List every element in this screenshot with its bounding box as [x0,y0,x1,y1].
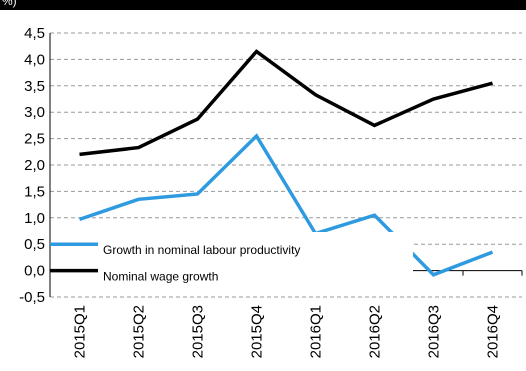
x-tick-label: 2016Q2 [367,305,384,358]
y-axis: 4,5 4,0 3,5 3,0 2,5 2,0 1,5 1,0 0,5 0,0 -0,5 [19,25,51,306]
legend-label-1: Growth in nominal labour productivity [103,243,300,257]
y-tick-label: 2,0 [24,157,45,174]
x-axis: 2015Q1 2015Q2 2015Q3 2015Q4 2016Q1 2016Q2 2016… [49,270,523,358]
y-tick-label: 2,5 [24,131,45,148]
y-tick-label: 3,0 [24,104,45,121]
legend-box [98,232,413,294]
series-lines [78,49,494,277]
top-banner: %) [0,0,526,10]
y-tick-label: 4,5 [24,25,45,42]
y-tick-label: 1,0 [24,210,45,227]
y-tick-label: 0,0 [24,263,45,280]
y-tick-label: 4,0 [24,51,45,68]
x-tick-label: 2016Q3 [426,305,443,358]
unit-fragment: %) [2,0,17,8]
y-tick-label: 1,5 [24,183,45,200]
x-tick-label: 2015Q2 [131,305,148,358]
x-tick-label: 2016Q4 [485,305,502,358]
series-line-2 [79,49,493,157]
x-tick-label: 2016Q1 [308,305,325,358]
x-tick-label: 2015Q3 [190,305,207,358]
y-tick-label: 0,5 [24,236,45,253]
x-tick-label: 2015Q4 [249,305,266,358]
legend-label-2: Nominal wage growth [103,270,218,284]
x-tick-label: 2015Q1 [72,305,89,358]
y-tick-label: 3,5 [24,78,45,95]
series-line-1 [78,133,494,277]
legend: Growth in nominal labour productivity Nom… [50,232,413,294]
y-tick-label: -0,5 [19,289,45,306]
